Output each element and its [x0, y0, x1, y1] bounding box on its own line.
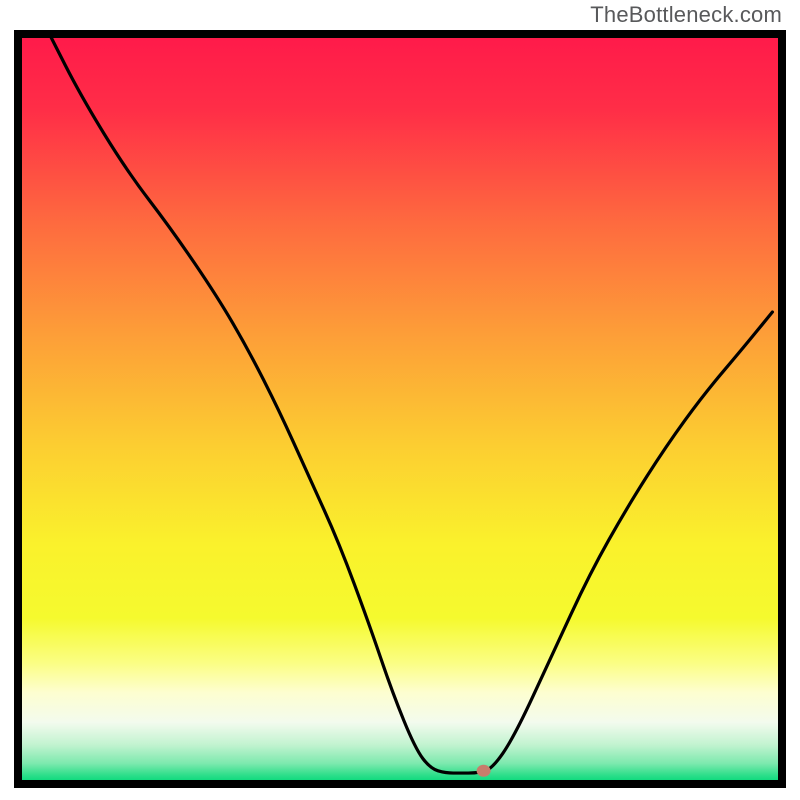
bottleneck-chart — [14, 30, 786, 788]
watermark-text: TheBottleneck.com — [590, 2, 782, 28]
plot-background — [20, 36, 780, 782]
optimum-marker — [477, 765, 491, 777]
